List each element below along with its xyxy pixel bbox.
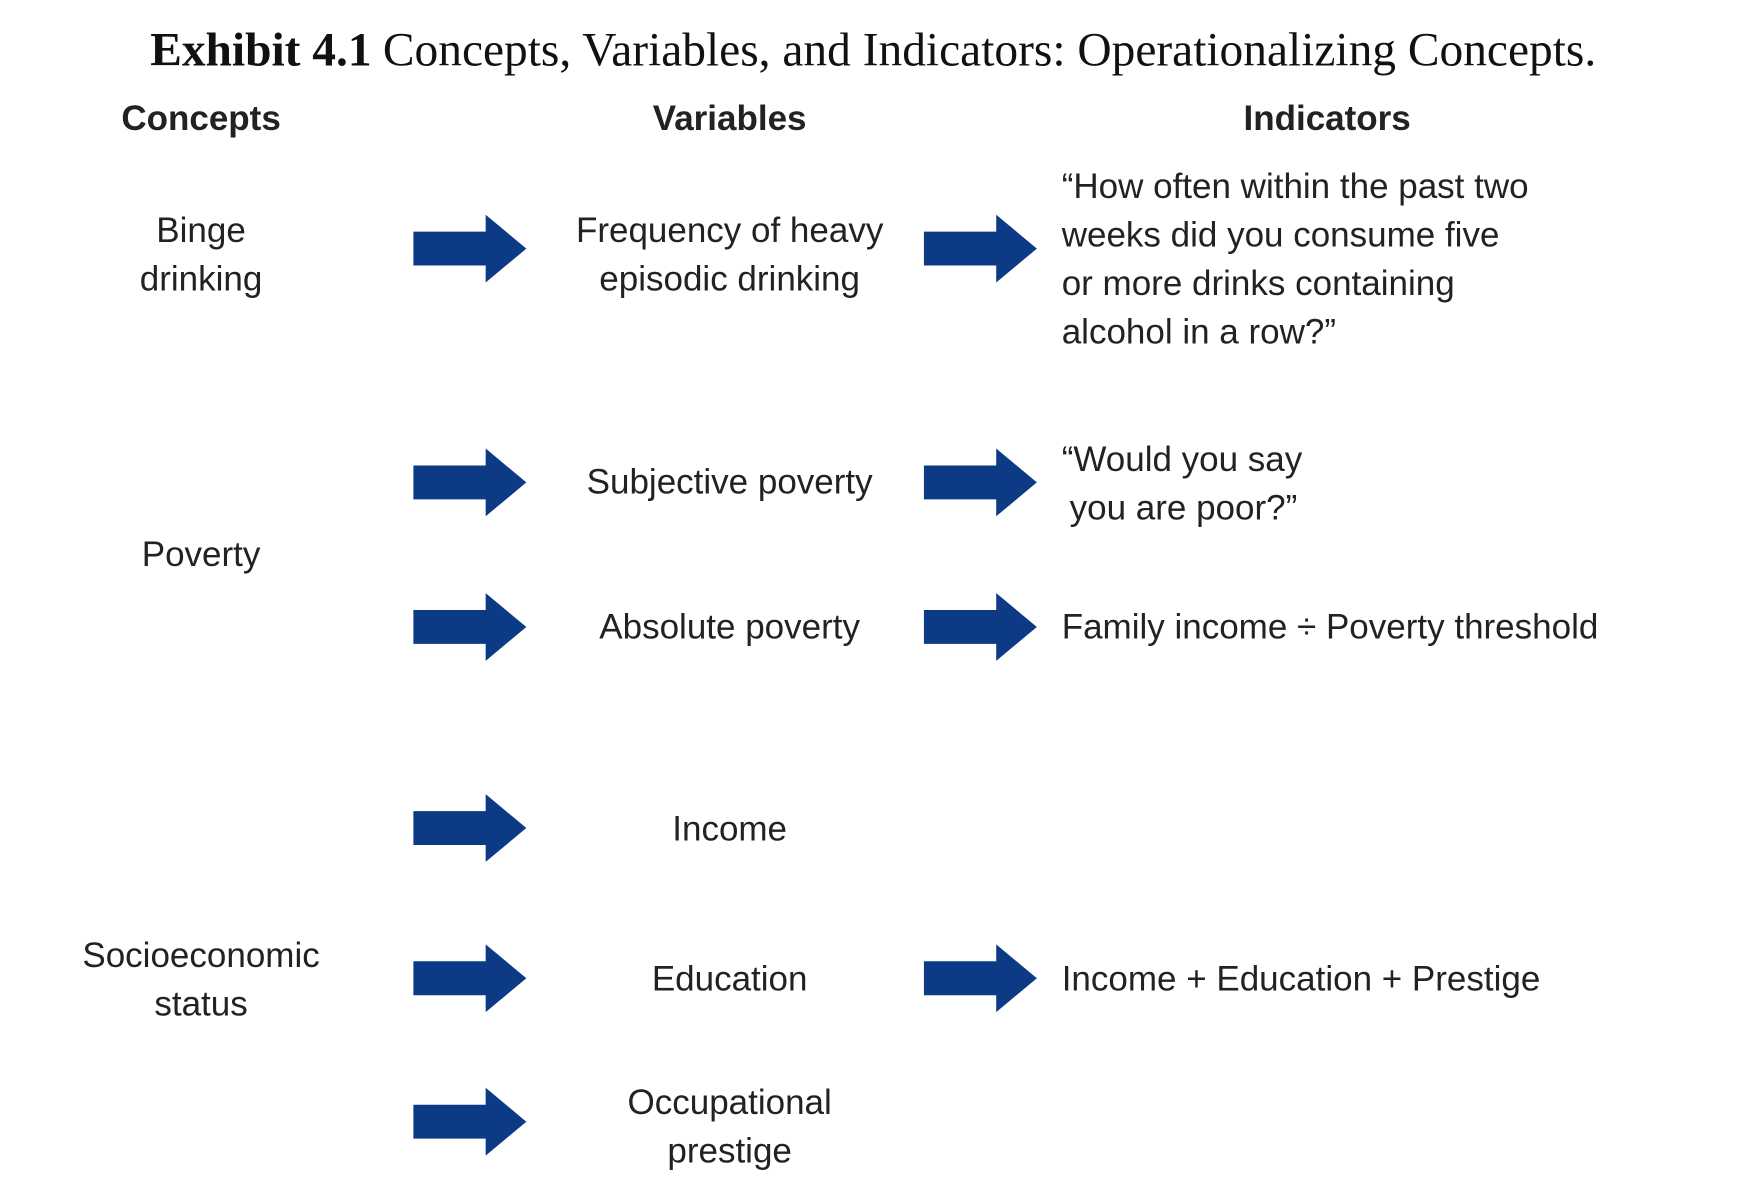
concept: Binge — [156, 211, 246, 250]
variable: episodic drinking — [599, 259, 860, 298]
variable: Frequency of heavy — [576, 211, 884, 250]
indicator: or more drinks containing — [1062, 264, 1455, 303]
indicator: alcohol in a row?” — [1062, 312, 1336, 351]
content: Concepts Variables Indicators Binge drinking… — [82, 99, 1598, 1170]
arrow — [413, 448, 527, 517]
variable: Occupational — [628, 1083, 832, 1122]
indicator: “Would you say — [1062, 440, 1303, 479]
variable: Absolute poverty — [599, 607, 860, 646]
concept: status — [154, 985, 247, 1024]
arrow — [923, 214, 1037, 283]
arrow — [413, 593, 527, 661]
indicator: Income + Education + Prestige — [1062, 960, 1541, 999]
concept: Socioeconomic — [82, 936, 319, 975]
concept: drinking — [140, 259, 263, 298]
title-label: Exhibit 4.1 — [150, 25, 371, 77]
arrow — [923, 448, 1037, 517]
title-text: Concepts, Variables, and Indicators: Ope… — [383, 25, 1596, 77]
arrow — [413, 214, 527, 283]
title: Exhibit 4.1 Concepts, Variables, and Indi… — [150, 25, 1596, 77]
indicator: Family income ÷ Poverty threshold — [1062, 607, 1599, 646]
column-header: Variables — [653, 99, 807, 138]
arrow — [923, 593, 1037, 661]
indicator: you are poor?” — [1070, 489, 1298, 528]
variable: Income — [672, 809, 787, 848]
arrow — [923, 944, 1037, 1013]
variable: Education — [652, 960, 808, 999]
indicator: weeks did you consume five — [1061, 215, 1500, 254]
arrow — [413, 1087, 527, 1156]
indicator: “How often within the past two — [1062, 167, 1529, 206]
column-header: Indicators — [1244, 99, 1411, 138]
arrow — [413, 944, 527, 1013]
arrow — [413, 794, 527, 862]
column-header: Concepts — [121, 99, 280, 138]
variable: Subjective poverty — [587, 463, 873, 502]
variable: prestige — [667, 1131, 792, 1170]
concept: Poverty — [142, 535, 261, 574]
